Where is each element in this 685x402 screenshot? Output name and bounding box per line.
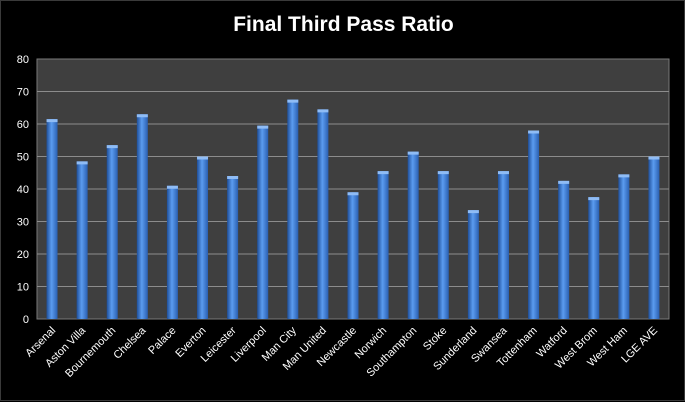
bar-cap — [287, 99, 299, 103]
bar-cap — [76, 161, 88, 165]
bar — [76, 161, 88, 319]
bars — [46, 99, 660, 319]
bar-cap — [618, 174, 630, 178]
y-tick-label: 50 — [17, 152, 29, 164]
bar-cap — [377, 171, 389, 175]
bar-cap — [497, 171, 509, 175]
bar — [166, 185, 178, 319]
y-tick-label: 70 — [17, 87, 29, 99]
bar-cap — [467, 210, 479, 214]
bar-cap — [46, 119, 58, 123]
bar — [257, 125, 269, 319]
bar-cap — [437, 171, 449, 175]
bar-cap — [407, 151, 419, 155]
bar-cap — [106, 145, 118, 149]
bar — [377, 171, 389, 319]
bar — [317, 109, 329, 319]
bar-cap — [347, 192, 359, 196]
x-tick-label: Stoke — [421, 325, 449, 353]
bar — [407, 151, 419, 319]
bar-cap — [528, 130, 540, 134]
y-axis: 0 10 20 30 40 50 60 70 80 — [17, 54, 29, 326]
chart-title: Final Third Pass Ratio — [233, 13, 454, 36]
bar-cap — [136, 114, 148, 118]
bar — [227, 176, 239, 319]
bar — [528, 130, 540, 319]
bar-cap — [588, 197, 600, 201]
x-tick-label: Chelsea — [111, 324, 149, 362]
y-tick-label: 40 — [17, 184, 29, 196]
bar — [437, 171, 449, 319]
y-tick-label: 20 — [17, 249, 29, 261]
bar — [467, 210, 479, 319]
y-tick-label: 30 — [17, 217, 29, 229]
y-tick-label: 60 — [17, 119, 29, 131]
bar-cap — [197, 156, 209, 160]
y-tick-label: 0 — [23, 314, 29, 326]
bar-cap — [227, 176, 239, 179]
bar — [136, 114, 148, 319]
y-tick-label: 80 — [17, 54, 29, 66]
y-tick-label: 10 — [17, 282, 29, 294]
bar-cap — [257, 125, 269, 129]
bar — [287, 99, 299, 319]
bar — [497, 171, 509, 319]
bar — [347, 192, 359, 319]
bar — [106, 145, 118, 319]
bar — [558, 180, 570, 319]
bar-cap — [558, 180, 570, 184]
bar-cap — [166, 185, 178, 189]
bar-cap — [317, 109, 329, 113]
bar — [588, 197, 600, 319]
bar — [46, 119, 58, 319]
bar — [618, 174, 630, 319]
bar — [648, 156, 660, 319]
bar-cap — [648, 156, 660, 160]
bar — [197, 156, 209, 319]
